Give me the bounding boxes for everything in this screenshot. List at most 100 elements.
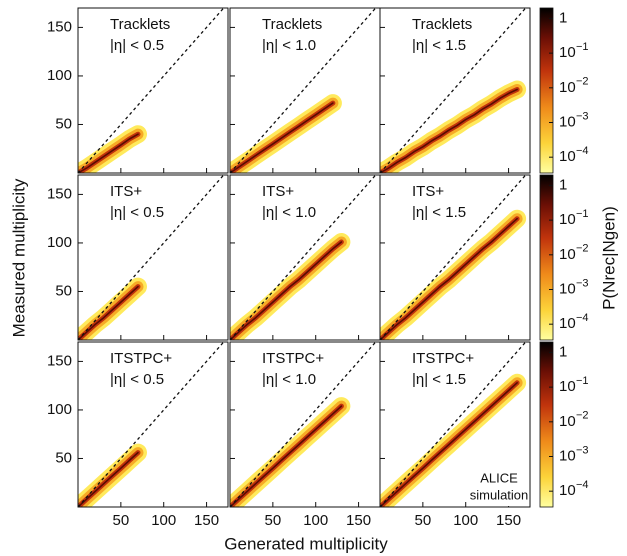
y-tick-label: 150	[47, 352, 72, 369]
density-band	[78, 285, 139, 340]
panel	[380, 175, 527, 340]
eta-label: |η| < 1.0	[262, 37, 316, 54]
colorbar-tick-label: 10	[559, 447, 576, 464]
colorbar-tick-label: 1	[559, 343, 567, 360]
colorbar-tick-label: 10	[559, 280, 576, 297]
density-band	[230, 405, 343, 507]
method-label: ITS+	[262, 183, 294, 200]
diagonal	[78, 342, 225, 507]
colorbar	[539, 7, 554, 174]
method-label: ITSTPC+	[110, 350, 172, 367]
diagonal	[380, 8, 527, 173]
method-label: ITS+	[110, 183, 142, 200]
density-band	[78, 451, 139, 507]
diagonal	[230, 342, 377, 507]
diagonal	[380, 342, 527, 507]
y-tick-label: 100	[47, 234, 72, 251]
colorbar-tick-label: 10	[559, 113, 576, 130]
density-band	[380, 88, 518, 173]
colorbar-tick-label: 10	[559, 246, 576, 263]
x-tick-label: 150	[194, 512, 219, 529]
panel	[78, 342, 225, 507]
diagonal	[230, 8, 377, 173]
colorbar-tick-label: 10	[559, 211, 576, 228]
colorbar-tick-exponent: −3	[576, 110, 589, 122]
colorbar-tick-exponent: −3	[576, 277, 589, 289]
y-tick-label: 100	[47, 67, 72, 84]
density-band	[380, 382, 518, 507]
colorbar-tick-label: 10	[559, 44, 576, 61]
eta-label: |η| < 0.5	[110, 371, 164, 388]
panel	[78, 175, 225, 340]
panel-frame	[379, 341, 531, 508]
panel-frame	[379, 7, 531, 174]
x-tick-label: 150	[496, 512, 521, 529]
colorbar-tick-exponent: −2	[576, 410, 589, 422]
colorbar-tick-label: 10	[559, 378, 576, 395]
x-tick-label: 50	[113, 512, 130, 529]
panel	[230, 175, 377, 340]
y-tick-label: 150	[47, 185, 72, 202]
density-band	[380, 217, 518, 340]
x-tick-label: 50	[415, 512, 432, 529]
diagonal	[78, 8, 225, 173]
annotation: simulation	[470, 487, 529, 502]
eta-label: |η| < 0.5	[110, 37, 164, 54]
colorbar-tick-exponent: −4	[576, 145, 589, 157]
diagonal	[78, 175, 225, 340]
method-label: ITS+	[412, 183, 444, 200]
eta-label: |η| < 1.5	[412, 371, 466, 388]
y-tick-label: 50	[55, 115, 72, 132]
density-band	[78, 133, 139, 173]
panel-frame	[77, 7, 229, 174]
y-tick-label: 150	[47, 18, 72, 35]
colorbar-tick-exponent: −1	[576, 208, 589, 220]
panel-frame	[379, 174, 531, 341]
y-axis-label: Measured multiplicity	[9, 178, 28, 337]
density-band	[230, 102, 334, 173]
panel	[380, 8, 527, 173]
colorbar-tick-label: 10	[559, 482, 576, 499]
x-tick-label: 100	[303, 512, 328, 529]
x-tick-label: 100	[151, 512, 176, 529]
panel-frame	[77, 341, 229, 508]
colorbar-tick-exponent: −1	[576, 41, 589, 53]
annotation: ALICE	[480, 470, 518, 485]
colorbar-tick-exponent: −2	[576, 243, 589, 255]
eta-label: |η| < 1.5	[412, 37, 466, 54]
diagonal	[380, 175, 527, 340]
method-label: Tracklets	[110, 16, 170, 33]
x-tick-label: 50	[265, 512, 282, 529]
panel-frame	[77, 174, 229, 341]
colorbar-tick-label: 1	[559, 9, 567, 26]
method-label: Tracklets	[412, 16, 472, 33]
colorbar-tick-label: 10	[559, 315, 576, 332]
colorbar	[539, 174, 554, 341]
panel	[380, 342, 527, 507]
colorbar-tick-label: 10	[559, 148, 576, 165]
colorbar-tick-label: 1	[559, 176, 567, 193]
method-label: ITSTPC+	[262, 350, 324, 367]
colorbar-tick-exponent: −3	[576, 444, 589, 456]
panel	[230, 342, 377, 507]
diagonal	[230, 175, 377, 340]
colorbar-tick-label: 10	[559, 79, 576, 96]
density-band	[230, 241, 343, 340]
panel	[230, 8, 377, 173]
colorbar-tick-exponent: −1	[576, 375, 589, 387]
colorbar-tick-exponent: −4	[576, 479, 589, 491]
x-tick-label: 150	[346, 512, 371, 529]
colorbar-tick-exponent: −4	[576, 312, 589, 324]
annotation-box	[470, 470, 528, 506]
method-label: ITSTPC+	[412, 350, 474, 367]
eta-label: |η| < 0.5	[110, 204, 164, 221]
x-tick-label: 100	[453, 512, 478, 529]
method-label: Tracklets	[262, 16, 322, 33]
colorbar-tick-exponent: −2	[576, 76, 589, 88]
colorbar-label: P(Nrec|Ngen)	[599, 206, 618, 310]
eta-label: |η| < 1.5	[412, 204, 466, 221]
panel	[78, 8, 225, 173]
colorbar	[539, 341, 554, 508]
x-axis-label: Generated multiplicity	[224, 534, 388, 553]
